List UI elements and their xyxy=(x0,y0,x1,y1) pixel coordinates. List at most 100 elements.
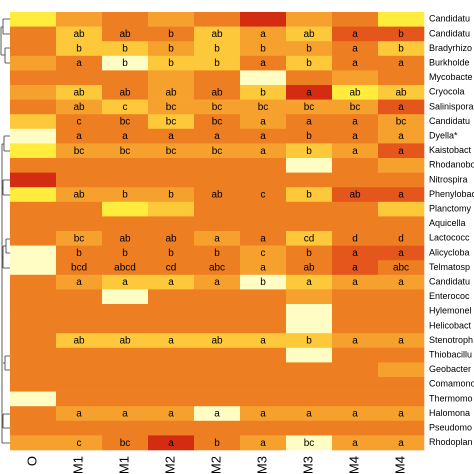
cell-label: a xyxy=(398,190,404,201)
heatmap-cell xyxy=(10,231,57,246)
heatmap-cell xyxy=(378,362,425,378)
heatmap-cell xyxy=(240,143,287,159)
heatmap-cell xyxy=(102,70,149,86)
heatmap-cell xyxy=(148,274,195,290)
cell-label: b xyxy=(306,44,312,55)
cell-label: a xyxy=(260,233,266,244)
heatmap-cell xyxy=(102,99,149,115)
heatmap-cell xyxy=(378,99,425,115)
heatmap-cell xyxy=(332,85,379,100)
row-label: Candidatu xyxy=(429,28,470,38)
heatmap-cell xyxy=(194,187,241,203)
heatmap-cell xyxy=(102,304,149,319)
heatmap-cell xyxy=(240,304,287,319)
heatmap-cell xyxy=(10,99,57,115)
heatmap-cell xyxy=(240,99,287,115)
cell-label: c xyxy=(261,248,266,259)
heatmap-cell xyxy=(102,231,149,246)
heatmap-cell xyxy=(332,41,379,57)
cell-label: cd xyxy=(166,263,177,274)
heatmap-cell xyxy=(102,391,149,407)
heatmap-cell xyxy=(148,333,195,349)
column-label: NM4 xyxy=(392,456,407,474)
heatmap-cell xyxy=(378,304,425,319)
heatmap-cell xyxy=(56,377,103,392)
heatmap-cell xyxy=(378,26,425,42)
heatmap-cell xyxy=(56,347,103,363)
heatmap-cell xyxy=(148,391,195,407)
cell-label: bc xyxy=(212,146,223,157)
heatmap-cell xyxy=(102,85,149,100)
heatmap-cell xyxy=(240,201,287,217)
heatmap-cell xyxy=(148,377,195,392)
heatmap-cell xyxy=(102,55,149,71)
cell-label: ab xyxy=(73,102,85,113)
heatmap-cell xyxy=(286,128,333,144)
row-label: Burkholde xyxy=(429,57,470,67)
row-label: Phenylobac xyxy=(429,189,474,199)
cell-label: a xyxy=(260,336,266,347)
heatmap-cell xyxy=(10,12,57,27)
heatmap-cell xyxy=(378,158,425,173)
heatmap-cell xyxy=(102,128,149,144)
heatmap-cell xyxy=(240,187,287,203)
row-label: Planctomy xyxy=(429,203,472,213)
column-label: O xyxy=(24,456,39,466)
heatmap-cell xyxy=(10,304,57,319)
heatmap-cell xyxy=(102,201,149,217)
cell-label: a xyxy=(352,29,358,40)
cell-label: bc xyxy=(304,438,315,449)
cell-label: a xyxy=(76,131,82,142)
heatmap-cell xyxy=(378,128,425,144)
heatmap-cell xyxy=(240,231,287,246)
heatmap-cell xyxy=(10,201,57,217)
heatmap-cell xyxy=(56,406,103,422)
heatmap-cell xyxy=(332,114,379,130)
heatmap-cell xyxy=(332,333,379,349)
heatmap-cell xyxy=(332,143,379,159)
row-label: Kaistobact xyxy=(429,145,472,155)
cell-label: a xyxy=(214,277,220,288)
heatmap-cell xyxy=(332,245,379,261)
cell-label: ab xyxy=(303,29,315,40)
cell-label: a xyxy=(398,102,404,113)
heatmap-cell xyxy=(378,274,425,290)
heatmap-cell xyxy=(10,435,57,451)
cell-label: a xyxy=(260,146,266,157)
row-label: Candidatu xyxy=(429,276,470,286)
cell-label: b xyxy=(214,58,220,69)
cell-label: c xyxy=(123,102,128,113)
heatmap-cell xyxy=(194,158,241,173)
heatmap-cell xyxy=(56,41,103,57)
heatmap-cell xyxy=(332,420,379,436)
heatmap-cell xyxy=(240,333,287,349)
heatmap-cell xyxy=(10,318,57,334)
heatmap-cell xyxy=(10,70,57,86)
cell-label: b xyxy=(306,58,312,69)
heatmap-cell xyxy=(194,85,241,100)
heatmap-cell xyxy=(286,158,333,173)
heatmap-cell xyxy=(240,114,287,130)
heatmap-cell xyxy=(102,260,149,276)
heatmap-cell xyxy=(102,216,149,232)
heatmap-cell xyxy=(240,172,287,188)
cell-label: a xyxy=(352,409,358,420)
heatmap-cell xyxy=(286,406,333,422)
heatmap-cell xyxy=(56,70,103,86)
heatmap-cell xyxy=(194,114,241,130)
cell-label: a xyxy=(352,248,358,259)
heatmap-cell xyxy=(240,70,287,86)
heatmap-cell xyxy=(240,12,287,27)
cell-label: a xyxy=(260,117,266,128)
heatmap-cell xyxy=(378,216,425,232)
heatmap-cell xyxy=(10,128,57,144)
heatmap-cell xyxy=(332,70,379,86)
row-label: Rhodanobo xyxy=(429,160,474,170)
cell-label: a xyxy=(398,438,404,449)
heatmap-cell xyxy=(378,114,425,130)
heatmap-cell xyxy=(378,231,425,246)
heatmap-cell xyxy=(286,41,333,57)
cell-label: a xyxy=(260,409,266,420)
row-label: Comamono xyxy=(429,379,474,389)
heatmap-cell xyxy=(286,289,333,305)
